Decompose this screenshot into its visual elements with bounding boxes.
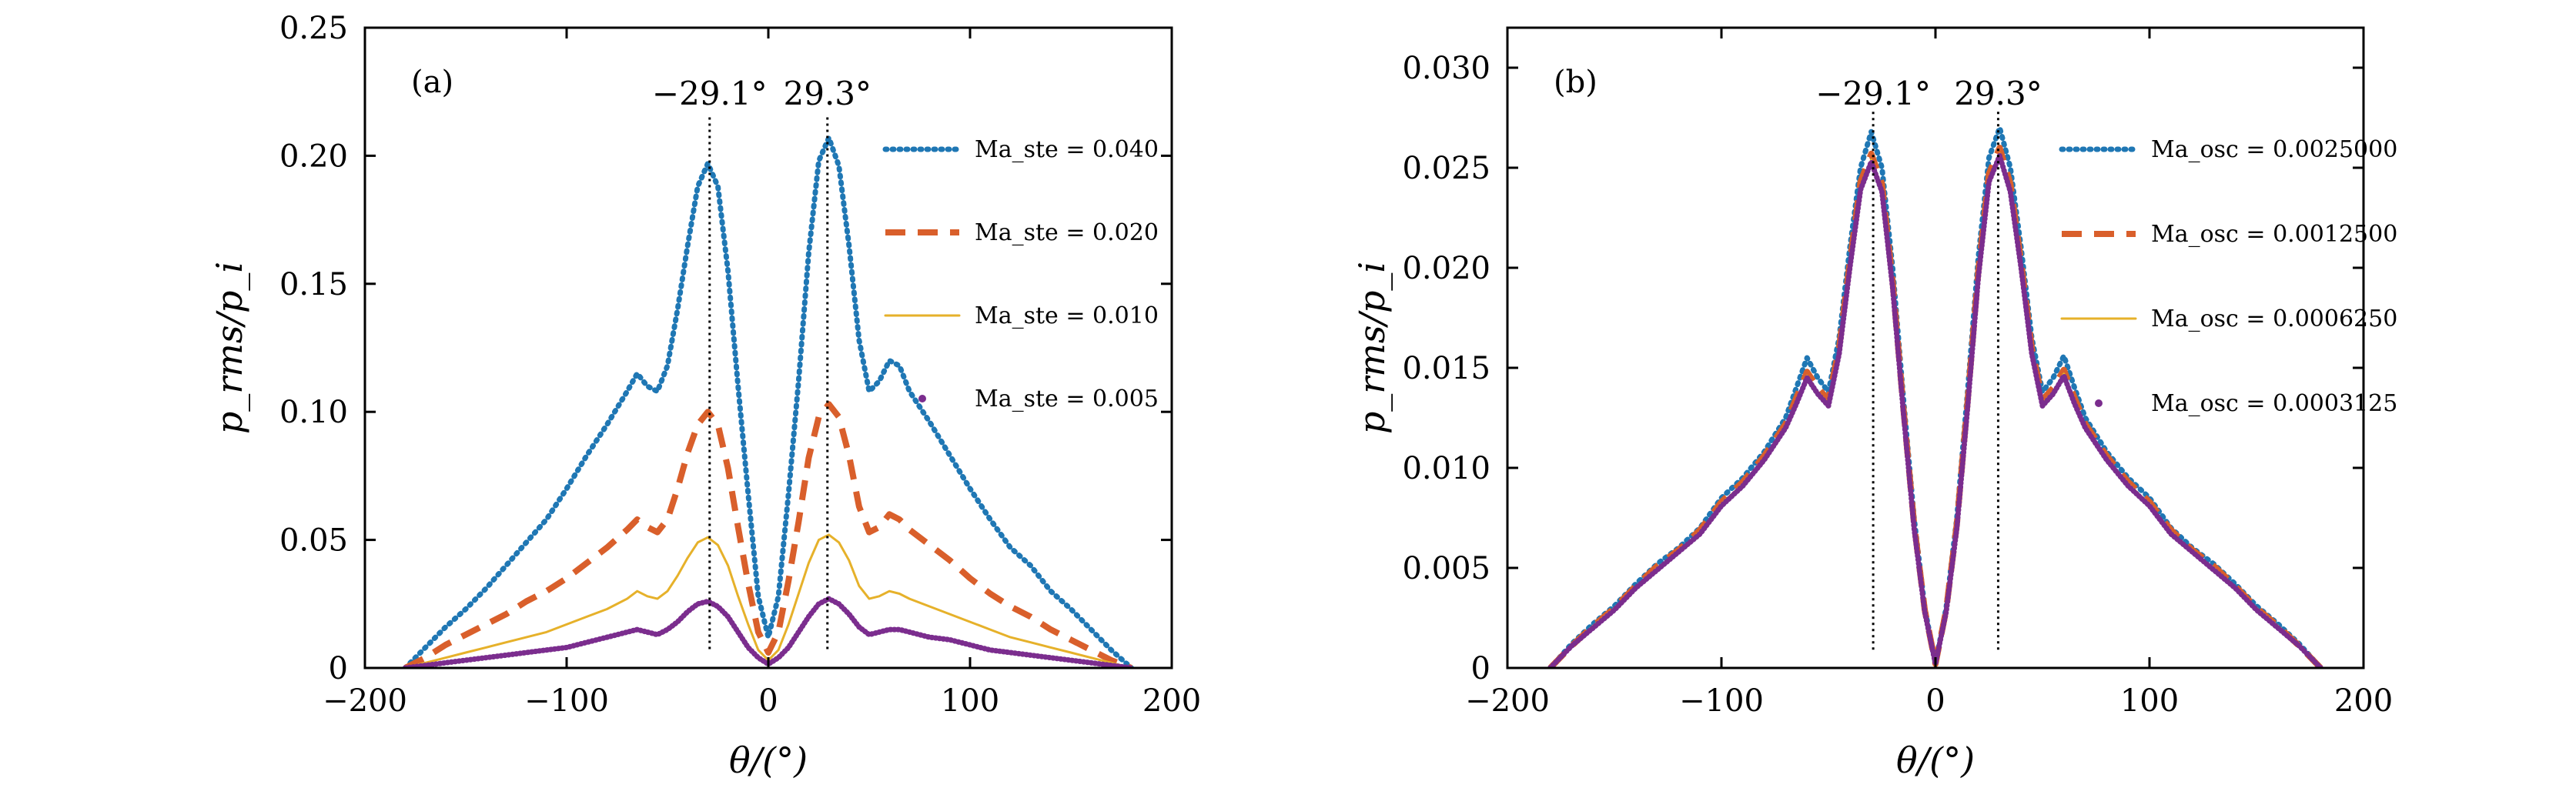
- x-tick-label: 200: [2334, 683, 2393, 719]
- x-tick-label: 100: [941, 683, 999, 719]
- y-tick-label: 0: [329, 651, 348, 686]
- panel-label: (a): [411, 65, 453, 100]
- y-tick-label: 0: [1471, 651, 1490, 686]
- x-tick-label: 200: [1142, 683, 1201, 719]
- x-tick-label: −100: [524, 683, 609, 719]
- annotation-label-2: 29.3°: [1954, 75, 2042, 112]
- y-tick-label: 0.25: [279, 11, 348, 46]
- x-tick-label: −200: [323, 683, 407, 719]
- x-tick-label: −200: [1465, 683, 1550, 719]
- legend-label-2: Ma_ste = 0.020: [975, 219, 1159, 246]
- chart-panel-a: −29.1° 29.3° −200 −100 0 100 200 0 0.05 0.10 0.15 0…: [209, 11, 1201, 781]
- y-tick-label: 0.025: [1402, 151, 1490, 186]
- legend-swatch-4: [2095, 399, 2103, 407]
- y-tick-label: 0.015: [1402, 351, 1490, 386]
- y-axis-title: p_rms/p_i: [209, 262, 250, 434]
- legend-label-1: Ma_osc = 0.0025000: [2151, 136, 2397, 163]
- y-tick-label: 0.10: [279, 395, 348, 430]
- legend-label-1: Ma_ste = 0.040: [975, 136, 1159, 163]
- legend-label-2: Ma_osc = 0.0012500: [2151, 221, 2397, 248]
- series-line-1: [402, 135, 1135, 668]
- y-tick-label: 0.05: [279, 523, 348, 559]
- x-tick-label: 0: [758, 683, 778, 719]
- legend-swatch-4: [918, 395, 926, 402]
- y-tick-label: 0.020: [1402, 251, 1490, 286]
- x-tick-label: −100: [1679, 683, 1764, 719]
- x-tick-label: 100: [2120, 683, 2179, 719]
- y-tick-label: 0.15: [279, 267, 348, 302]
- y-tick-label: 0.005: [1402, 551, 1490, 586]
- annotation-label-1: −29.1°: [1815, 75, 1931, 112]
- y-axis-title: p_rms/p_i: [1351, 262, 1393, 434]
- legend: Ma_osc = 0.0025000 Ma_osc = 0.0012500 Ma_o…: [2059, 136, 2397, 417]
- legend-label-3: Ma_osc = 0.0006250: [2151, 306, 2397, 332]
- x-tick-label: 0: [1925, 683, 1945, 719]
- panel-label: (b): [1554, 65, 1597, 100]
- annotation-label-2: 29.3°: [784, 75, 872, 112]
- legend-label-4: Ma_ste = 0.005: [975, 386, 1159, 412]
- chart-panel-b: −29.1° 29.3° −200 −100 0 100 200 0 0.005 0.010 0.0…: [1351, 26, 2397, 781]
- axes-frame: [1506, 26, 2365, 669]
- legend: Ma_ste = 0.040 Ma_ste = 0.020 Ma_ste = 0.0…: [882, 136, 1159, 412]
- y-tick-label: 0.20: [279, 139, 348, 174]
- legend-label-4: Ma_osc = 0.0003125: [2151, 390, 2397, 417]
- y-tick-label: 0.030: [1402, 51, 1490, 86]
- y-tick-label: 0.010: [1402, 451, 1490, 486]
- x-axis-title: θ/(°): [1896, 740, 1975, 781]
- axes-frame: [363, 26, 1173, 669]
- legend-label-3: Ma_ste = 0.010: [975, 302, 1159, 329]
- series-line-2: [403, 401, 1133, 668]
- x-axis-title: θ/(°): [729, 740, 808, 781]
- annotation-label-1: −29.1°: [652, 75, 768, 112]
